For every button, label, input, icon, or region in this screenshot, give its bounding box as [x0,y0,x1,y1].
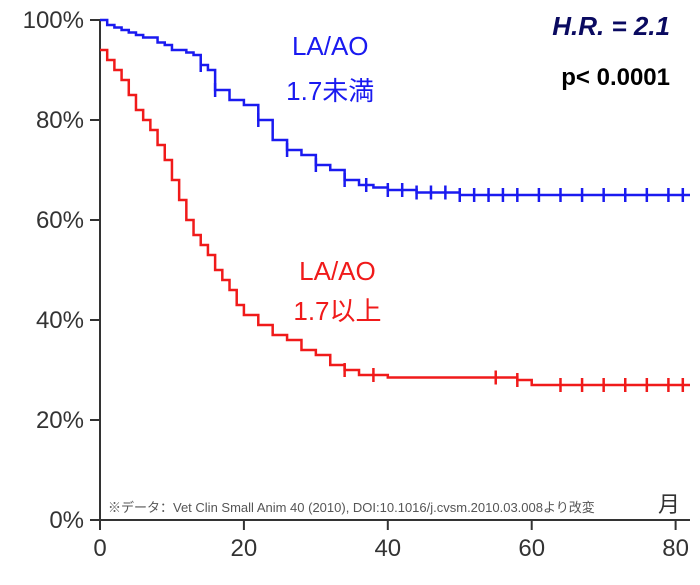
x-tick-label: 0 [93,535,106,562]
y-tick-label: 60% [36,207,84,234]
y-tick-label: 40% [36,307,84,334]
p-label: p< 0.0001 [561,64,670,91]
chart-svg: 0% 20% 40% 60% 80% 100% 0 20 40 60 80 月 ※データ：Vet Cli… [0,0,700,585]
citation-text: ※データ：Vet Clin Small Anim 40 (2010), DOI:… [108,500,595,515]
x-tick-label: 20 [231,535,258,562]
hr-label: H.R. = 2.1 [552,11,670,41]
series-label-red-2: 1.7以上 [293,296,381,326]
series-label-red-1: LA/AO [299,256,376,286]
series-label-blue-2: 1.7未満 [286,76,374,106]
x-axis-unit: 月 [658,492,680,517]
km-chart: 0% 20% 40% 60% 80% 100% 0 20 40 60 80 月 ※データ：Vet Cli… [0,0,700,585]
series-label-blue-1: LA/AO [292,31,369,61]
x-tick-label: 60 [518,535,545,562]
y-tick-label: 0% [49,507,84,534]
axes [100,20,690,520]
y-tick-label: 80% [36,107,84,134]
y-tick-label: 20% [36,407,84,434]
y-tick-label: 100% [23,7,84,34]
series-red [100,50,690,385]
x-tick-label: 80 [662,535,689,562]
series-blue [100,20,690,195]
x-tick-label: 40 [374,535,401,562]
